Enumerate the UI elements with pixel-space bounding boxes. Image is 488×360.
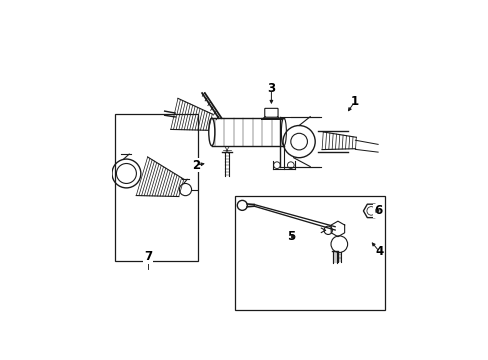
Text: 3: 3 — [267, 82, 275, 95]
Text: 5: 5 — [287, 230, 295, 243]
Text: 1: 1 — [350, 95, 358, 108]
Text: 4: 4 — [375, 245, 383, 258]
Text: 6: 6 — [373, 204, 382, 217]
Text: 2: 2 — [192, 159, 200, 172]
Bar — [115, 114, 198, 261]
Bar — [235, 196, 384, 310]
Text: 7: 7 — [143, 250, 152, 263]
